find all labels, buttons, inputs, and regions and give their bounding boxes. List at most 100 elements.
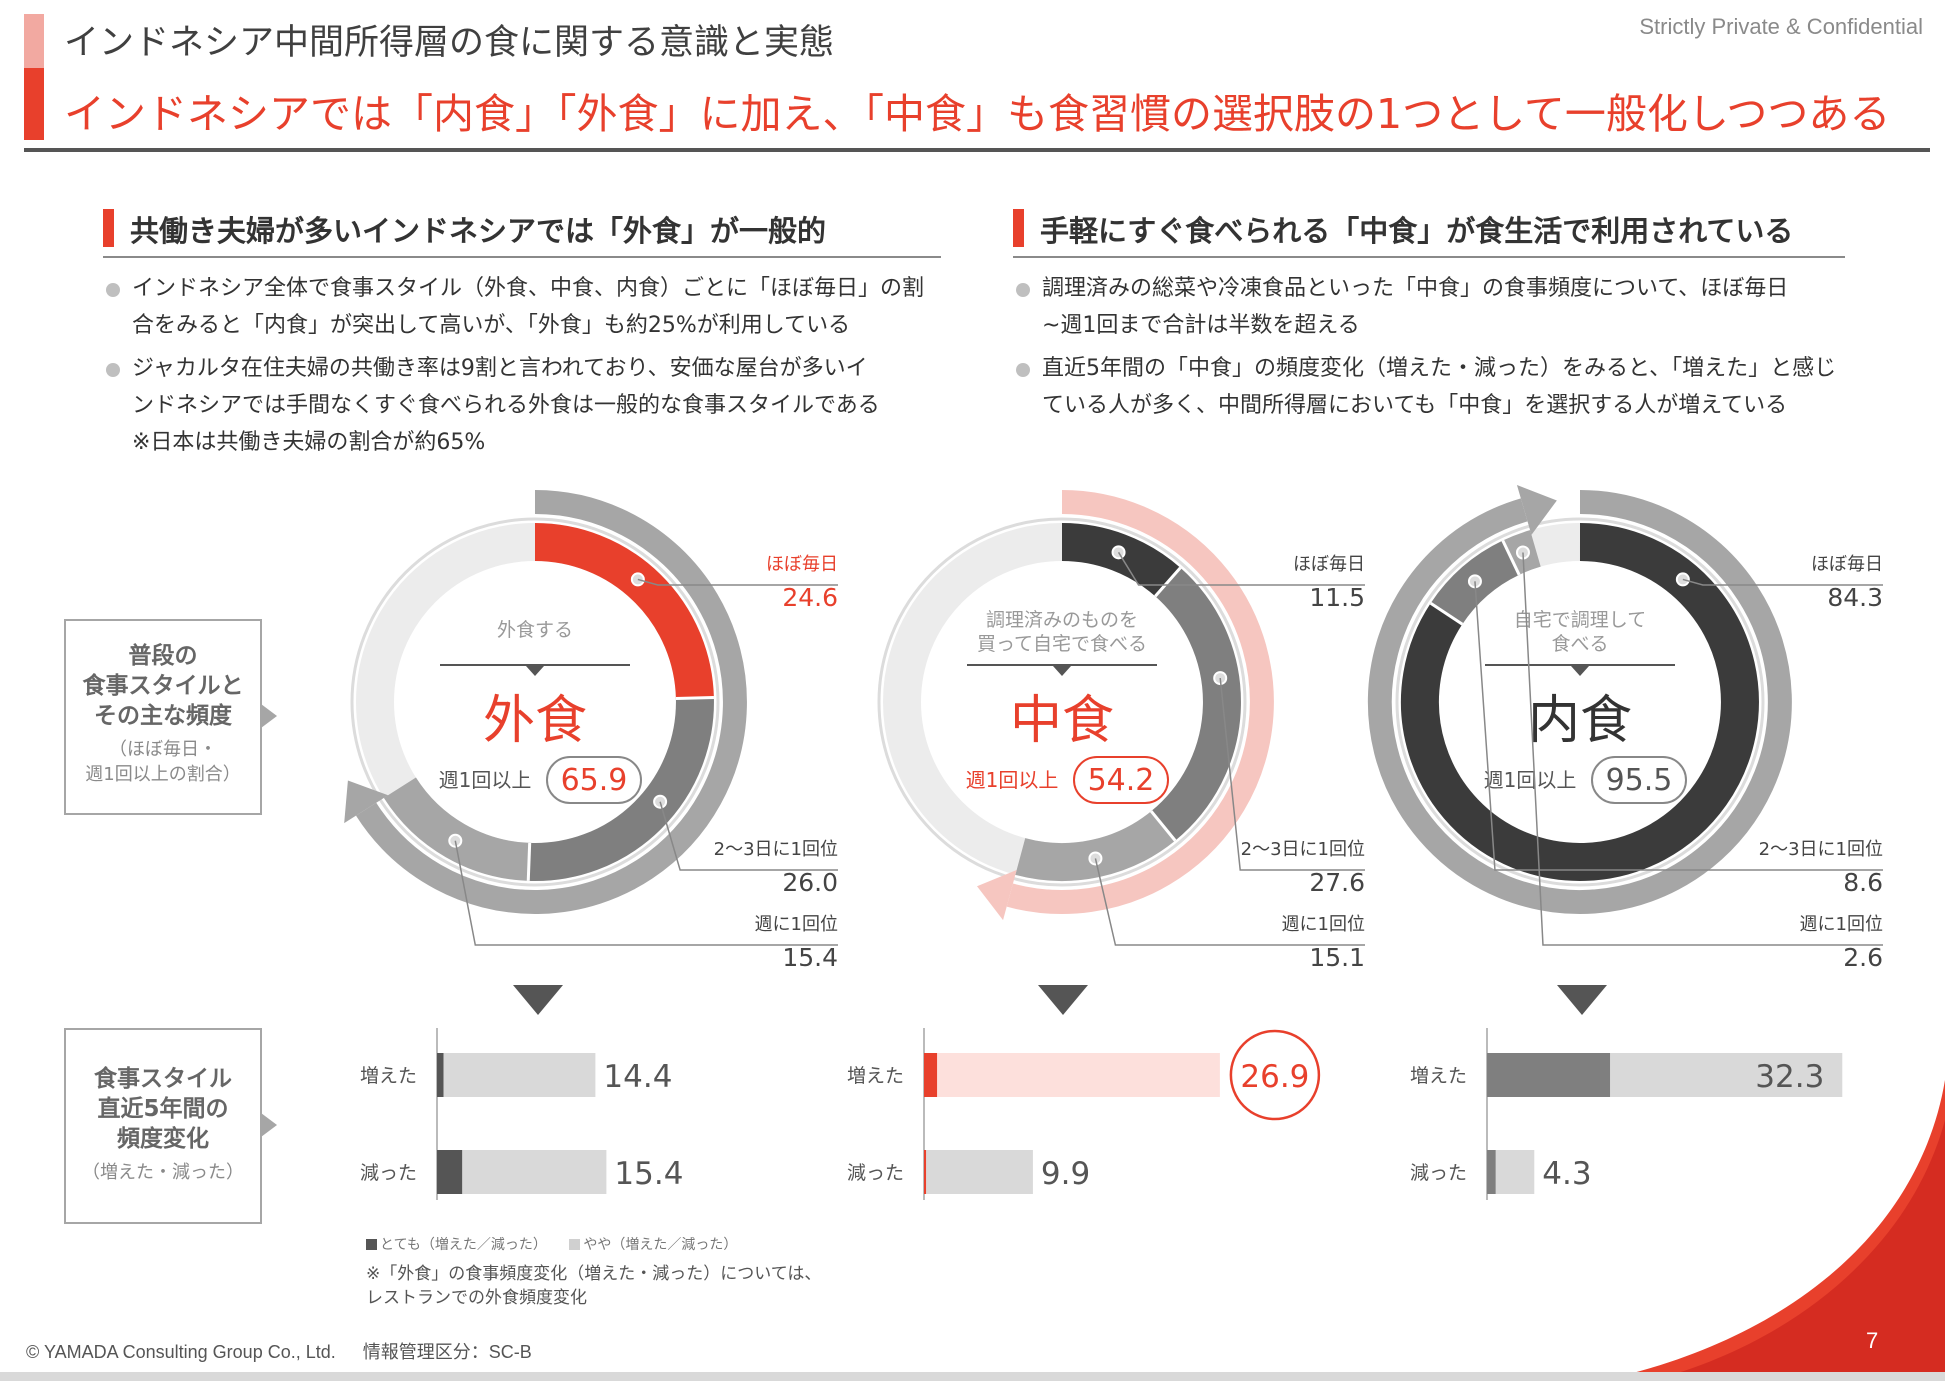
bar-category-label: 増えた: [847, 1065, 904, 1087]
copyright: © YAMADA Consulting Group Co., Ltd.: [26, 1342, 336, 1362]
caption-pointer-icon: [1053, 666, 1071, 676]
footer-swoosh: [1600, 1080, 1945, 1381]
donut-rim: [1395, 517, 1765, 887]
bar-legend: とても（増えた／減った） やや（増えた／減った）: [366, 1234, 737, 1254]
bar-value: 14.4: [603, 1059, 672, 1095]
leader-line: [1117, 551, 1365, 586]
bullet-item: インドネシア全体で食事スタイル（外食、中食、内食）ごとに「ほぼ毎日」の割 合をみ…: [104, 270, 944, 344]
weekly-label: 週1回以上: [439, 768, 532, 792]
segment-label: 2〜3日に1回位: [1759, 839, 1883, 860]
bar-category-label: 減った: [360, 1162, 417, 1184]
left-note: ※日本は共働き夫婦の割合が約65%: [132, 430, 486, 455]
side-label-main: 普段の 食事スタイルと その主な頻度: [66, 621, 260, 731]
bullet-line: 直近5年間の「中食」の頻度変化（増えた・減った）をみると、「増えた」と感じ: [1042, 356, 1837, 381]
bar-category-label: 増えた: [360, 1065, 417, 1087]
frequency-side-label: 普段の 食事スタイルと その主な頻度 （ほぼ毎日・ 週1回以上の割合）: [64, 619, 262, 815]
segment-separator: [1154, 566, 1182, 598]
side-label-sub: （増えた・減った）: [66, 1160, 260, 1185]
bar-very: [437, 1150, 463, 1194]
weekly-label: 週1回以上: [966, 768, 1059, 792]
note-line: ※「外食」の食事頻度変化（増えた・減った）については、: [366, 1264, 822, 1284]
segment-value: 15.4: [782, 943, 838, 972]
side-label-line: 週1回以上の割合）: [85, 764, 241, 785]
weekly-total-value: 54.2: [1088, 763, 1155, 798]
leader-line: [1682, 578, 1883, 586]
bar-value: 32.3: [1755, 1059, 1824, 1095]
classification-label: 情報管理区分：SC-B: [362, 1342, 532, 1362]
donut-total-arc: [1367, 490, 1792, 914]
leader-line: [1094, 858, 1365, 946]
left-section-title: 共働き夫婦が多いインドネシアでは「外食」が一般的: [130, 214, 827, 248]
legend-swatch-somewhat: [569, 1239, 581, 1250]
weekly-total-pill: [1073, 756, 1169, 804]
segment-separator: [1501, 539, 1521, 576]
donut-segment-0: [1400, 523, 1759, 881]
bar-note: ※「外食」の食事頻度変化（増えた・減った）については、 レストランでの外食頻度変…: [366, 1262, 821, 1310]
segment-separator: [675, 696, 714, 700]
side-label-main: 食事スタイル 直近5年間の 頻度変化: [66, 1030, 260, 1154]
bar-somewhat: [462, 1150, 607, 1194]
right-section-marker: [1013, 209, 1024, 247]
bar-value: 9.9: [1041, 1156, 1090, 1192]
note-line: レストランでの外食頻度変化: [366, 1288, 587, 1308]
bullet-line: インドネシア全体で食事スタイル（外食、中食、内食）ごとに「ほぼ毎日」の割: [132, 276, 925, 301]
segment-value: 2.6: [1843, 943, 1883, 972]
bar-somewhat: [926, 1150, 1033, 1194]
legend-label: やや（増えた／減った）: [583, 1237, 738, 1253]
donut-total-arc: [355, 490, 747, 914]
bullet-item: ジャカルタ在住夫婦の共働き率は9割と言われており、安価な屋台が多いイ ンドネシア…: [104, 350, 944, 424]
bar-category-label: 増えた: [1410, 1065, 1467, 1087]
donut-caption: 食べる: [1551, 633, 1608, 655]
donut-arrow-icon: [1516, 484, 1557, 535]
segment-value: 26.0: [782, 868, 838, 897]
donut-segment-0: [534, 523, 714, 699]
segment-value: 11.5: [1309, 583, 1365, 612]
bar-category-label: 減った: [1410, 1162, 1467, 1184]
confidential-label: Strictly Private & Confidential: [1639, 14, 1923, 39]
weekly-total-value: 95.5: [1606, 763, 1673, 798]
segment-label: 2〜3日に1回位: [1241, 839, 1365, 860]
donut-segment-1: [1150, 567, 1241, 841]
segment-label: 2〜3日に1回位: [714, 839, 838, 860]
footer: © YAMADA Consulting Group Co., Ltd. 情報管理…: [26, 1338, 532, 1364]
segment-label: 週に1回位: [1800, 914, 1883, 935]
bullet-line: 調理済みの総菜や冷凍食品といった「中食」の食事頻度について、ほぼ毎日: [1042, 276, 1789, 301]
segment-value: 84.3: [1827, 583, 1883, 612]
donut-arrow-icon: [344, 780, 389, 824]
weekly-label: 週1回以上: [1484, 768, 1577, 792]
bullet-line: ジャカルタ在住夫婦の共働き率は9割と言われており、安価な屋台が多いイ: [132, 356, 868, 381]
side-label-line: 頻度変化: [117, 1126, 209, 1152]
bullet-item: 調理済みの総菜や冷凍食品といった「中食」の食事頻度について、ほぼ毎日 ~週1回ま…: [1014, 270, 1914, 344]
headline: インドネシアでは「内食」「外食」に加え、「中食」も食習慣の選択肢の1つとして一般…: [64, 90, 1891, 138]
leader-line: [637, 578, 838, 586]
segment-value: 27.6: [1309, 868, 1365, 897]
left-section-rule: [103, 256, 941, 258]
segment-label: ほぼ毎日: [1293, 554, 1365, 575]
down-arrow-icon: [1557, 985, 1607, 1015]
side-label-sub: （ほぼ毎日・ 週1回以上の割合）: [66, 737, 260, 787]
bullet-line: ンドネシアでは手間なくすぐ食べられる外食は一般的な食事スタイルである: [132, 393, 880, 418]
right-section-title: 手軽にすぐ食べられる「中食」が食生活で利用されている: [1040, 214, 1794, 248]
segment-label: ほぼ毎日: [766, 554, 838, 575]
highlight-ring: [1229, 1029, 1321, 1121]
side-label-line: 直近5年間の: [97, 1096, 229, 1122]
bar-somewhat: [937, 1053, 1220, 1097]
side-label-line: 食事スタイル: [94, 1066, 232, 1092]
segment-value: 8.6: [1843, 868, 1883, 897]
title-accent-bar: [24, 14, 44, 68]
weekly-total-pill: [1591, 756, 1687, 804]
leader-line: [1522, 552, 1883, 946]
page-number: 7: [1866, 1328, 1879, 1353]
side-label-line: 食事スタイルと: [82, 673, 244, 699]
bullet-item: 直近5年間の「中食」の頻度変化（増えた・減った）をみると、「増えた」と感じ てい…: [1014, 350, 1914, 424]
donut-total-arc: [1006, 490, 1274, 914]
donut-caption: 自宅で調理して: [1514, 609, 1646, 631]
donut-center-label: 中食: [1010, 691, 1114, 751]
weekly-total-value: 65.9: [561, 763, 628, 798]
left-section-marker: [103, 209, 114, 247]
bar-somewhat: [1610, 1053, 1843, 1097]
donut-rim: [877, 517, 1247, 887]
side-pointer-icon: [261, 1113, 277, 1137]
down-arrow-icon: [1038, 985, 1088, 1015]
side-label-line: 普段の: [128, 643, 198, 669]
